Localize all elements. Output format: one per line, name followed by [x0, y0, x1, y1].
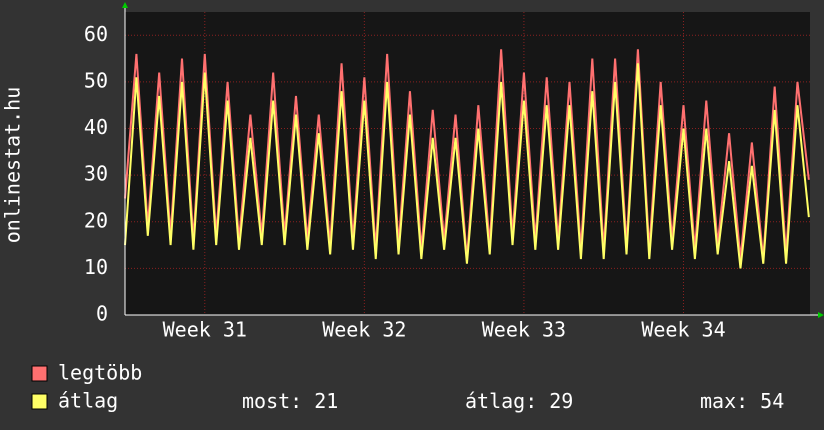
y-tick-label: 30	[84, 162, 108, 186]
axis-arrow	[818, 312, 824, 318]
y-tick-label: 60	[84, 22, 108, 46]
legend-swatch	[31, 365, 48, 382]
stat: max: 54	[700, 389, 784, 413]
y-axis-label: onlinestat.hu	[1, 87, 25, 244]
axis-arrow	[122, 2, 128, 8]
y-tick-label: 0	[96, 302, 108, 326]
legend-label: legtöbb	[58, 361, 142, 385]
stat-label: most:	[242, 389, 302, 413]
stat-value: 54	[760, 389, 784, 413]
stat-value: 29	[549, 389, 573, 413]
legend-label: átlag	[58, 389, 118, 413]
y-tick-label: 10	[84, 255, 108, 279]
y-tick-label: 40	[84, 115, 108, 139]
plot-area	[125, 12, 810, 315]
y-tick-label: 20	[84, 208, 108, 232]
x-tick-label: Week 31	[163, 318, 247, 342]
x-tick-label: Week 34	[641, 318, 725, 342]
stat-value: 21	[314, 389, 338, 413]
stat: most: 21	[242, 389, 338, 413]
stat-label: max:	[700, 389, 748, 413]
series-line	[124, 63, 810, 269]
legend-swatch	[31, 393, 48, 410]
x-tick-label: Week 33	[482, 318, 566, 342]
stat-label: átlag:	[465, 389, 537, 413]
stat: átlag: 29	[465, 389, 573, 413]
y-tick-label: 50	[84, 68, 108, 92]
x-tick-label: Week 32	[322, 318, 406, 342]
